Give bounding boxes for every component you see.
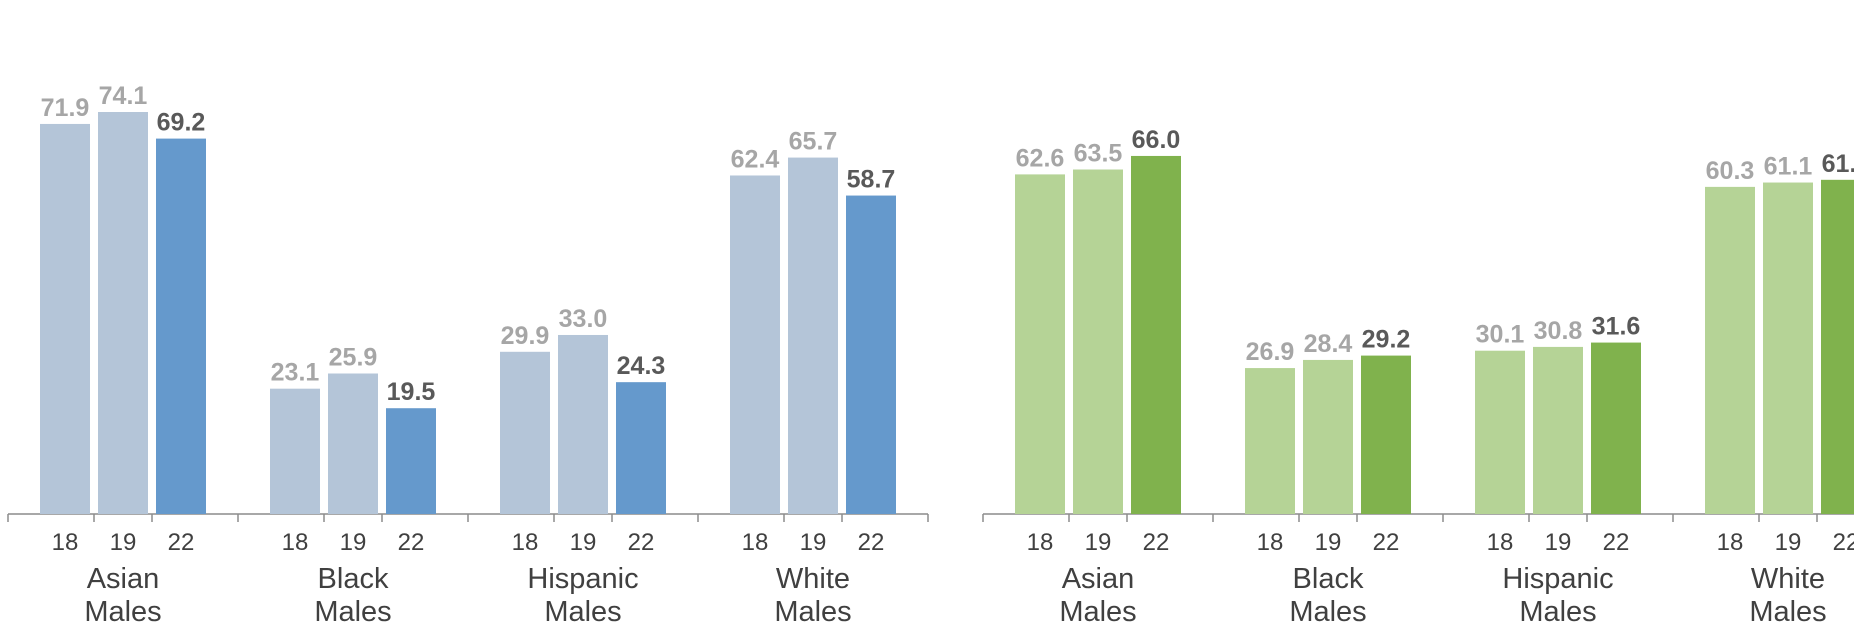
category-label: Males bbox=[314, 596, 391, 624]
bar-asian-males-22 bbox=[156, 138, 206, 514]
data-label: 29.2 bbox=[1362, 326, 1411, 354]
category-label: Males bbox=[544, 596, 621, 624]
x-tick-label: 22 bbox=[1143, 529, 1170, 556]
bar-black-males-19 bbox=[328, 373, 378, 514]
bar-black-males-19 bbox=[1303, 359, 1353, 514]
bar-black-males-18 bbox=[1245, 368, 1295, 514]
data-label: 61.6 bbox=[1822, 150, 1854, 178]
data-label: 25.9 bbox=[329, 343, 378, 371]
bar-hispanic-males-22 bbox=[1591, 342, 1641, 514]
x-tick-label: 22 bbox=[858, 529, 885, 556]
bar-asian-males-19 bbox=[98, 112, 148, 514]
category-label: Asian bbox=[1062, 563, 1135, 595]
x-tick-label: 22 bbox=[1833, 529, 1854, 556]
category-label: Males bbox=[1059, 596, 1136, 624]
data-label: 65.7 bbox=[789, 128, 838, 156]
x-tick-label: 19 bbox=[1085, 529, 1112, 556]
x-tick-label: 19 bbox=[1315, 529, 1342, 556]
category-label: White bbox=[1751, 563, 1825, 595]
data-label: 71.9 bbox=[41, 94, 90, 122]
x-tick-label: 18 bbox=[52, 529, 79, 556]
x-tick-label: 18 bbox=[512, 529, 539, 556]
category-label: Asian bbox=[87, 563, 160, 595]
data-label: 61.1 bbox=[1764, 153, 1813, 181]
category-label: Black bbox=[318, 563, 389, 595]
x-tick-label: 19 bbox=[340, 529, 367, 556]
category-label: Males bbox=[1519, 596, 1596, 624]
bar-hispanic-males-22 bbox=[616, 382, 666, 514]
x-tick-label: 22 bbox=[628, 529, 655, 556]
bar-white-males-19 bbox=[788, 157, 838, 514]
bar-asian-males-22 bbox=[1131, 155, 1181, 514]
data-label: 19.5 bbox=[387, 378, 436, 406]
data-label: 28.4 bbox=[1304, 330, 1353, 358]
bar-hispanic-males-18 bbox=[500, 351, 550, 514]
x-tick-label: 18 bbox=[1717, 529, 1744, 556]
data-label: 58.7 bbox=[847, 166, 896, 194]
category-label: White bbox=[776, 563, 850, 595]
x-tick-label: 18 bbox=[1257, 529, 1284, 556]
x-tick-label: 22 bbox=[1373, 529, 1400, 556]
bar-hispanic-males-19 bbox=[1533, 346, 1583, 514]
bar-white-males-22 bbox=[846, 195, 896, 515]
data-label: 69.2 bbox=[157, 109, 206, 137]
category-label: Hispanic bbox=[527, 563, 638, 595]
bar-white-males-18 bbox=[730, 175, 780, 515]
data-label: 30.1 bbox=[1476, 321, 1525, 349]
data-label: 31.6 bbox=[1592, 313, 1641, 341]
bar-hispanic-males-18 bbox=[1475, 350, 1525, 514]
data-label: 62.6 bbox=[1016, 144, 1065, 172]
category-label: Males bbox=[84, 596, 161, 624]
data-label: 30.8 bbox=[1534, 317, 1583, 345]
bar-black-males-22 bbox=[1361, 355, 1411, 514]
category-label: Males bbox=[1749, 596, 1826, 624]
x-tick-label: 19 bbox=[800, 529, 827, 556]
data-label: 26.9 bbox=[1246, 338, 1295, 366]
x-tick-label: 22 bbox=[398, 529, 425, 556]
x-tick-label: 18 bbox=[742, 529, 769, 556]
bar-asian-males-18 bbox=[40, 123, 90, 514]
x-tick-label: 19 bbox=[1775, 529, 1802, 556]
data-label: 63.5 bbox=[1074, 140, 1123, 168]
bar-white-males-22 bbox=[1821, 179, 1854, 514]
bar-black-males-18 bbox=[270, 388, 320, 514]
x-tick-label: 22 bbox=[1603, 529, 1630, 556]
data-label: 33.0 bbox=[559, 305, 608, 333]
x-tick-label: 18 bbox=[282, 529, 309, 556]
x-tick-label: 18 bbox=[1027, 529, 1054, 556]
bar-black-males-22 bbox=[386, 408, 436, 514]
bar-white-males-18 bbox=[1705, 186, 1755, 514]
x-tick-label: 22 bbox=[168, 529, 195, 556]
data-label: 29.9 bbox=[501, 322, 550, 350]
category-label: Males bbox=[1289, 596, 1366, 624]
data-label: 62.4 bbox=[731, 145, 780, 173]
bar-asian-males-19 bbox=[1073, 169, 1123, 514]
bar-asian-males-18 bbox=[1015, 174, 1065, 514]
data-label: 24.3 bbox=[617, 352, 666, 380]
bar-hispanic-males-19 bbox=[558, 334, 608, 514]
x-tick-label: 19 bbox=[110, 529, 137, 556]
data-label: 23.1 bbox=[271, 359, 320, 387]
data-label: 74.1 bbox=[99, 82, 148, 110]
data-label: 66.0 bbox=[1132, 126, 1181, 154]
x-tick-label: 19 bbox=[1545, 529, 1572, 556]
data-label: 60.3 bbox=[1706, 157, 1755, 185]
category-label: Hispanic bbox=[1502, 563, 1613, 595]
category-label: Males bbox=[774, 596, 851, 624]
category-label: Black bbox=[1293, 563, 1364, 595]
x-tick-label: 18 bbox=[1487, 529, 1514, 556]
x-tick-label: 19 bbox=[570, 529, 597, 556]
bar-white-males-19 bbox=[1763, 182, 1813, 514]
